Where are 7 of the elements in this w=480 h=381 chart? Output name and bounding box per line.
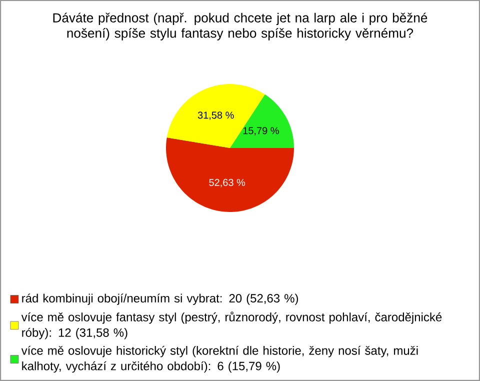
chart-title: Dáváte přednost (např. pokud chcete jet na larp ale i pro běžné nošení) spíše stylu fantasy nebo spíše historicky věrnému? [53,12,428,40]
legend-label: rád kombinuji obojí/neumím si vybrat: 20 (52,63 %) [22,294,298,305]
legend-label: více mě oslovuje fantasy styl (pestrý, různorodý, rovnost pohlaví, čarodějnické róby): 12 (31,58 %) [21,312,442,340]
data-label: 31,58 % [198,112,234,120]
data-label: 15,79 % [243,127,279,136]
legend-label: více mě oslovuje historický styl (korektní dle historie, ženy nosí šaty, muži kalhoty, vychází z určitého období): 6 (15,79 %) [21,346,418,373]
data-label: 52,63 % [209,178,246,188]
